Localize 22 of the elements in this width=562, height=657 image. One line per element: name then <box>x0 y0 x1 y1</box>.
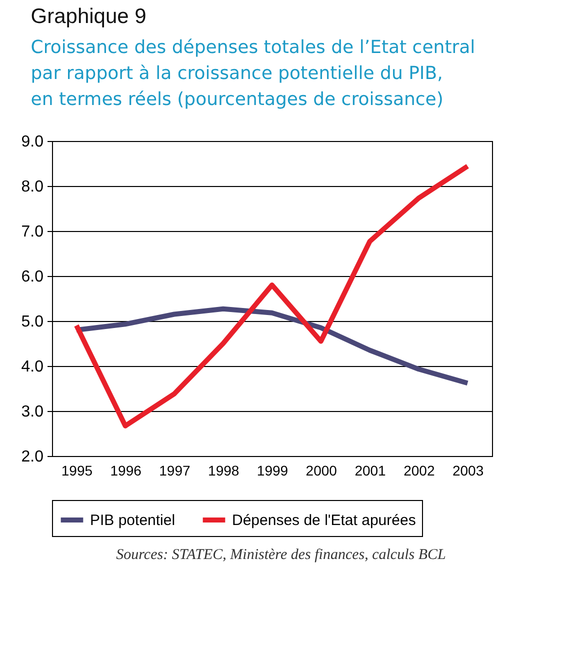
x-tick-label: 2000 <box>306 462 338 478</box>
y-tick-label: 6.0 <box>21 268 44 286</box>
x-tick-label: 1998 <box>208 462 240 478</box>
y-tick-label: 3.0 <box>21 404 44 420</box>
legend-label: PIB potentiel <box>90 512 176 529</box>
y-tick-label: 8.0 <box>21 178 44 196</box>
source-note: Sources: STATEC, Ministère des finances, calculs BCL <box>115 547 447 564</box>
y-tick-label: 4.0 <box>21 358 44 376</box>
chart-subtitle: Croissance des dépenses totales de l’Etat central par rapport à la croissance potentielle du PIB, en termes réels (pourcentages de croissance) <box>30 37 476 110</box>
x-tick-label: 2003 <box>452 462 484 478</box>
x-tick-label: 2002 <box>404 462 435 478</box>
x-tick-label: 1995 <box>61 462 93 478</box>
y-tick-label: 7.0 <box>21 224 44 240</box>
x-tick-label: 1996 <box>110 462 142 478</box>
x-tick-label: 2001 <box>354 462 386 478</box>
x-tick-label: 1999 <box>256 462 288 478</box>
legend-label: Dépenses de l'Etat apurées <box>232 512 416 529</box>
y-tick-label: 9.0 <box>21 134 44 150</box>
chart-title: Graphique 9 <box>30 5 146 28</box>
y-tick-label: 2.0 <box>21 448 44 466</box>
x-tick-label: 1997 <box>159 462 191 478</box>
y-tick-label: 5.0 <box>21 314 44 330</box>
